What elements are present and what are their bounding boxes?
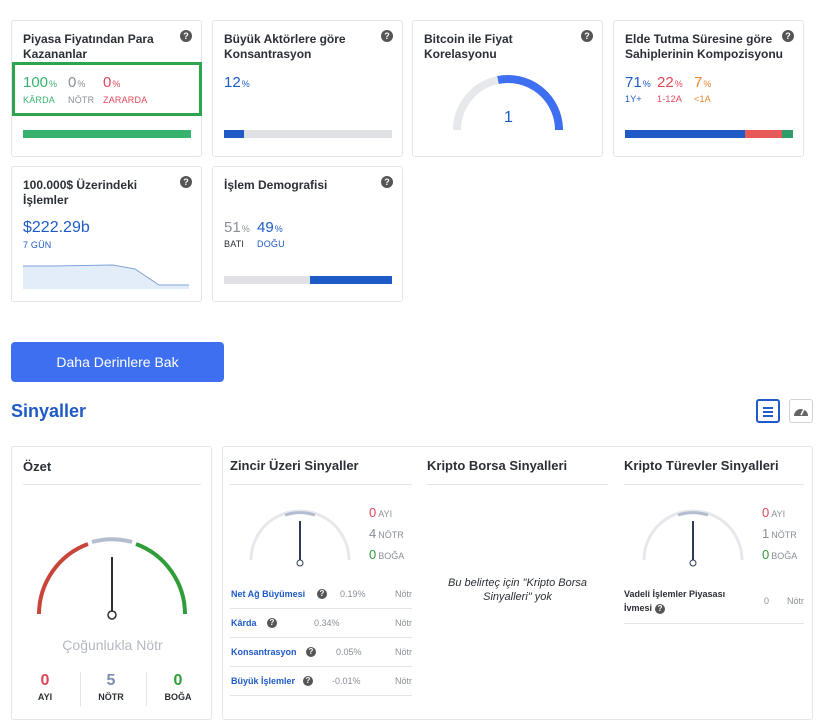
east-value: 49% DOĞU — [257, 219, 285, 249]
gauge-fill — [497, 75, 563, 131]
summary-bullish: 0 BOĞA — [164, 672, 192, 702]
holding-long: 71% 1Y+ — [625, 74, 651, 104]
card-title: İşlem Demografisi — [224, 178, 328, 192]
in-money-label: KÂRDA — [23, 95, 56, 105]
profit-bar — [23, 130, 191, 138]
signal-row[interactable]: Büyük İşlemler? -0.01% Nötr — [230, 667, 412, 696]
summary-bearish: 0 AYI — [37, 672, 53, 702]
list-view-icon[interactable] — [756, 399, 780, 423]
summary-panel: Özet Çoğunlukla Nötr 0 AYI 5 NÖTR 0 BOĞA — [11, 446, 212, 720]
large-transactions-card: 100.000$ Üzerindeki İşlemler ? $222.29b … — [11, 166, 202, 302]
derivatives-title: Kripto Türevler Sinyalleri — [624, 458, 779, 473]
concentration-value: 12% — [224, 74, 250, 91]
large-tx-sparkline — [23, 264, 189, 289]
derivatives-signal-name: Vadeli İşlemler Piyasası İvmesi? — [624, 589, 726, 614]
divider — [80, 672, 81, 706]
large-tx-period: 7 GÜN — [23, 240, 52, 250]
holding-bar-short — [782, 130, 793, 138]
signal-row[interactable]: Net Ağ Büyümesi? 0.19% Nötr — [230, 580, 412, 609]
signals-title: Sinyaller — [11, 401, 87, 421]
derivatives-legend: 0 AYI 1 NÖTR 0 BOĞA — [762, 505, 798, 562]
help-icon[interactable]: ? — [303, 676, 313, 686]
help-icon[interactable]: ? — [581, 30, 593, 42]
onchain-legend: 0 AYI 4 NÖTR 0 BOĞA — [369, 505, 405, 562]
signal-row[interactable]: Kârda? 0.34% Nötr — [230, 609, 412, 638]
help-icon[interactable]: ? — [180, 30, 192, 42]
in-money-value: 100 — [23, 74, 49, 91]
highlight-box — [12, 62, 202, 116]
profit-card: Piyasa Fiyatından Para Kazananlar ? 100%… — [11, 20, 202, 157]
divider — [230, 484, 412, 485]
profit-bar-fill — [23, 130, 191, 138]
help-icon[interactable]: ? — [267, 618, 277, 628]
help-icon[interactable]: ? — [317, 589, 327, 599]
concentration-bar-fill — [224, 130, 245, 138]
concentration-card: Büyük Aktörlere göre Konsantrasyon ? 12% — [212, 20, 403, 157]
signal-row[interactable]: Vadeli İşlemler Piyasası İvmesi? 0 Nötr — [624, 584, 804, 624]
profit-values: 100% — [23, 74, 58, 91]
help-icon[interactable]: ? — [655, 603, 666, 614]
holding-bar-long — [625, 130, 745, 138]
help-icon[interactable]: ? — [381, 176, 393, 188]
west-value: 51% BATI — [224, 219, 250, 249]
demographics-card: İşlem Demografisi ? 51% BATI 49% DOĞU — [212, 166, 403, 302]
holding-short: 7% <1A — [694, 74, 712, 104]
holding-bar-mid — [745, 130, 782, 138]
concentration-bar — [224, 130, 392, 138]
go-deeper-button[interactable]: Daha Derinlere Bak — [11, 342, 224, 382]
help-icon[interactable]: ? — [180, 176, 192, 188]
onchain-gauge — [249, 509, 351, 567]
exchange-title: Kripto Borsa Sinyalleri — [427, 458, 568, 473]
summary-title: Özet — [23, 459, 52, 474]
card-title: 100.000$ Üzerindeki İşlemler — [23, 178, 138, 207]
divider — [624, 484, 804, 485]
summary-gauge — [37, 537, 187, 620]
card-title: Büyük Aktörlere göre Konsantrasyon — [224, 32, 346, 61]
correlation-card: Bitcoin ile Fiyat Korelasyonu ? 1 — [412, 20, 603, 157]
card-title: Bitcoin ile Fiyat Korelasyonu — [424, 32, 513, 61]
summary-neutral: 5 NÖTR — [98, 672, 124, 702]
out-money-values: 0% — [103, 74, 121, 91]
out-money-label: ZARARDA — [103, 95, 148, 105]
exchange-empty-text: Bu belirteç için "Kripto Borsa Sinyaller… — [447, 577, 588, 603]
signals-panel — [222, 446, 813, 720]
demographics-bar — [224, 276, 392, 284]
summary-verdict: Çoğunlukla Nötr — [62, 637, 163, 653]
divider — [427, 484, 608, 485]
holding-mid: 22% 1-12A — [657, 74, 683, 104]
gauge-view-icon[interactable] — [789, 399, 813, 423]
large-tx-value: $222.29b — [23, 219, 90, 236]
derivatives-gauge — [642, 509, 744, 567]
card-title: Elde Tutma Süresine göre Sahiplerinin Ko… — [625, 32, 784, 61]
divider — [146, 672, 147, 706]
correlation-gauge — [453, 75, 563, 131]
help-icon[interactable]: ? — [381, 30, 393, 42]
onchain-title: Zincir Üzeri Sinyaller — [230, 458, 359, 473]
help-icon[interactable]: ? — [782, 30, 794, 42]
card-title: Piyasa Fiyatından Para Kazananlar — [23, 32, 154, 61]
help-icon[interactable]: ? — [306, 647, 316, 657]
demographics-bar-east — [310, 276, 392, 284]
holding-card: Elde Tutma Süresine göre Sahiplerinin Ko… — [613, 20, 804, 157]
neutral-label: NÖTR — [68, 95, 95, 105]
divider — [23, 484, 201, 485]
neutral-values: 0% — [68, 74, 86, 91]
signal-row[interactable]: Konsantrasyon? 0.05% Nötr — [230, 638, 412, 667]
holding-bar — [625, 130, 793, 138]
correlation-value: 1 — [504, 109, 513, 126]
